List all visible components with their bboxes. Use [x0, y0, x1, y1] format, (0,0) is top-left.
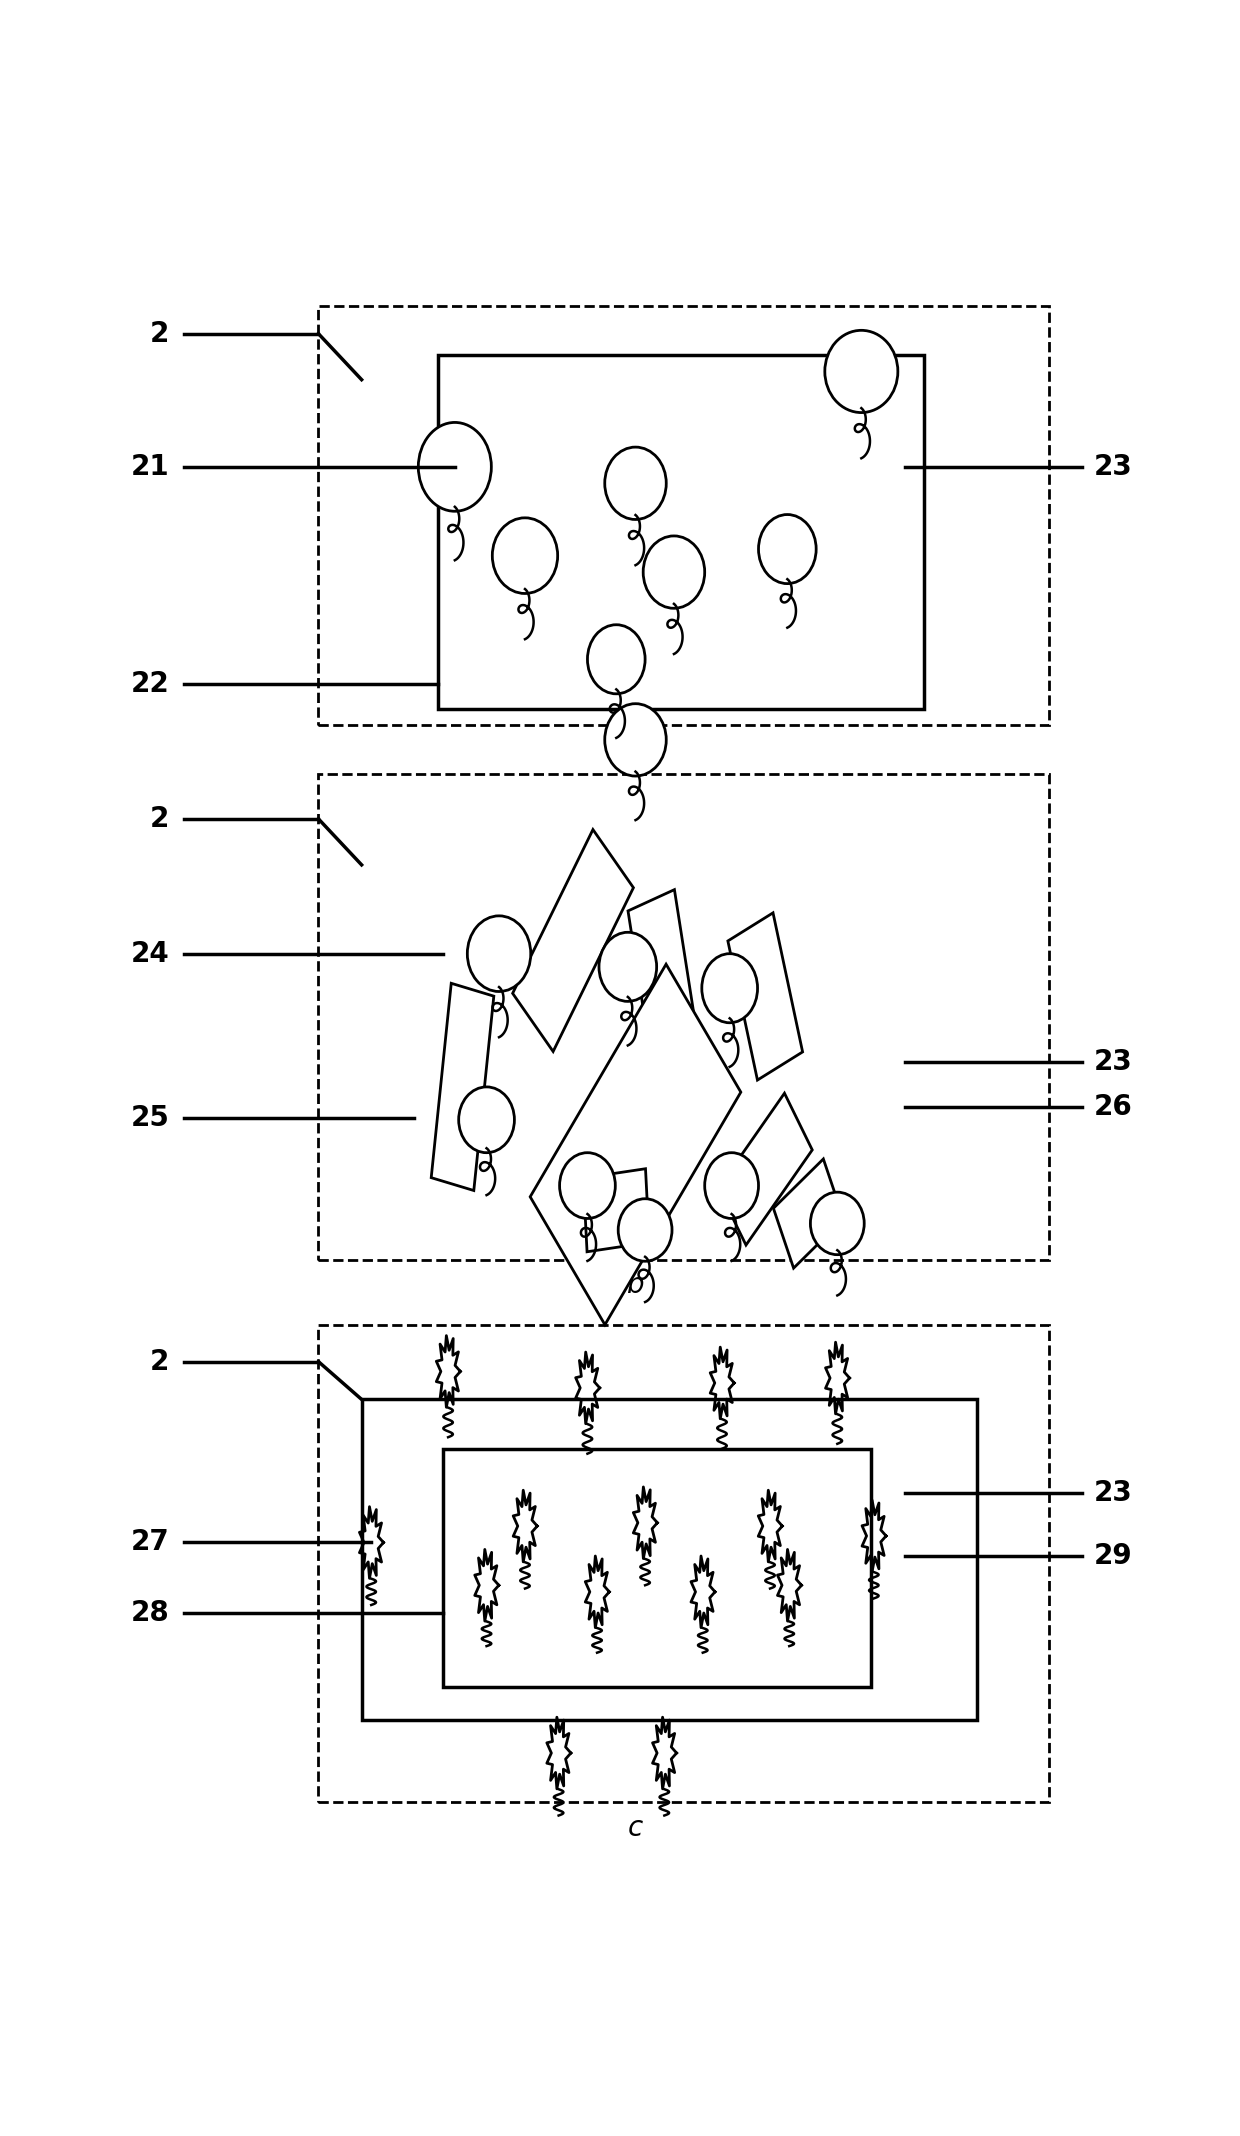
- Text: 29: 29: [1094, 1542, 1132, 1570]
- Text: 24: 24: [130, 940, 170, 968]
- Polygon shape: [627, 889, 697, 1053]
- Text: 27: 27: [130, 1529, 170, 1557]
- Ellipse shape: [704, 1153, 759, 1218]
- Text: 25: 25: [130, 1104, 170, 1132]
- Text: 21: 21: [130, 453, 170, 481]
- Ellipse shape: [811, 1192, 864, 1254]
- Ellipse shape: [605, 446, 666, 519]
- Polygon shape: [444, 1448, 870, 1687]
- Text: 2: 2: [150, 805, 170, 833]
- Polygon shape: [583, 1168, 650, 1252]
- Polygon shape: [728, 912, 802, 1081]
- Ellipse shape: [467, 916, 531, 991]
- Ellipse shape: [588, 624, 645, 694]
- Polygon shape: [432, 983, 494, 1190]
- Polygon shape: [362, 1399, 977, 1719]
- Ellipse shape: [459, 1087, 515, 1153]
- Text: 22: 22: [130, 671, 170, 698]
- Text: b: b: [626, 1271, 645, 1299]
- Ellipse shape: [759, 515, 816, 583]
- Text: 23: 23: [1094, 1049, 1132, 1077]
- Ellipse shape: [825, 331, 898, 412]
- Polygon shape: [512, 829, 634, 1051]
- Polygon shape: [774, 1160, 843, 1269]
- Ellipse shape: [492, 517, 558, 594]
- Text: a: a: [627, 737, 644, 765]
- Ellipse shape: [644, 536, 704, 609]
- Text: 2: 2: [150, 320, 170, 348]
- Ellipse shape: [702, 953, 758, 1023]
- Ellipse shape: [418, 423, 491, 511]
- Ellipse shape: [605, 703, 666, 775]
- Text: 23: 23: [1094, 453, 1132, 481]
- Text: 23: 23: [1094, 1478, 1132, 1508]
- Text: 26: 26: [1094, 1094, 1132, 1121]
- Ellipse shape: [559, 1153, 615, 1218]
- Polygon shape: [718, 1094, 812, 1245]
- Polygon shape: [439, 355, 924, 709]
- Ellipse shape: [619, 1198, 672, 1260]
- Text: 28: 28: [130, 1600, 170, 1628]
- Text: 2: 2: [150, 1348, 170, 1376]
- Text: c: c: [627, 1813, 644, 1841]
- Polygon shape: [531, 963, 740, 1324]
- Ellipse shape: [599, 931, 657, 1002]
